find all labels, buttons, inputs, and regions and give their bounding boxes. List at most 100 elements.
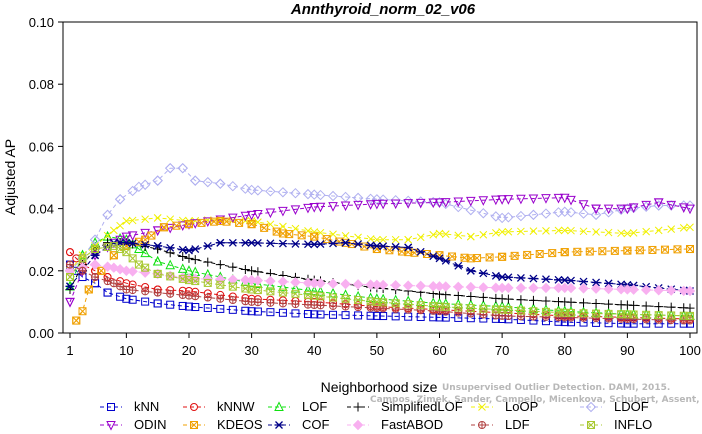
data-point [485,253,494,262]
data-point [353,200,363,211]
data-point [177,221,188,232]
data-point [278,281,288,292]
data-point [592,228,600,236]
data-point [629,310,638,319]
legend-label: LDF [505,417,530,432]
data-point [440,281,451,292]
data-point [666,200,677,211]
data-point [266,287,275,296]
data-point [89,259,101,270]
data-point [397,247,406,256]
data-point [328,287,338,298]
chart-title: Annthyroid_norm_02_v06 [290,1,476,18]
data-point [578,208,589,219]
data-point [617,310,626,319]
data-point [628,284,639,295]
data-point [535,250,544,259]
data-point [591,278,601,287]
data-point [466,291,476,301]
data-point [548,249,557,258]
data-point [253,239,263,247]
data-point [265,279,276,290]
data-point [429,230,438,239]
data-point [297,231,306,240]
x-tick-label: 70 [495,343,509,358]
data-point [642,315,651,324]
data-point [328,239,338,248]
data-point [590,209,602,221]
legend-marker [274,421,284,429]
data-point [116,282,125,291]
data-point [252,185,264,196]
data-point [653,200,664,211]
data-point [227,274,239,285]
data-point [372,311,381,320]
data-point [72,316,81,325]
data-point [497,195,507,205]
data-point [241,297,250,306]
series-line [69,167,690,272]
data-point [541,296,551,306]
data-point [114,194,126,205]
data-point [328,202,338,212]
data-point [391,235,400,244]
y-tick-label: 0.10 [29,15,54,30]
series-fastabod [64,259,696,297]
data-point [116,221,124,230]
data-point [178,291,187,300]
x-tick-label: 100 [679,343,701,358]
legend-item-inflo: INFLO [580,417,652,432]
data-point [122,217,131,225]
data-point [290,283,301,293]
legend-marker [585,401,597,413]
x-axis-title: Neighborhood size [321,379,438,395]
data-point [277,187,289,198]
data-point [166,272,175,281]
data-point [203,241,213,250]
data-point [667,316,676,325]
data-point [435,229,444,238]
data-point [310,232,319,241]
data-point [216,304,225,313]
data-point [554,226,563,235]
data-point [122,294,131,303]
data-point [504,227,513,236]
data-point [453,201,464,213]
data-point [579,309,588,318]
data-point [228,305,237,314]
data-point [285,230,294,239]
data-point [191,277,200,286]
legend-label: LoOP [505,399,538,414]
data-point [303,291,312,300]
data-point [654,315,663,324]
x-tick-label: 80 [558,343,572,358]
data-point [84,285,93,294]
legend-item-odin: ODIN [100,417,167,432]
data-point [515,210,527,222]
data-point [141,263,150,272]
data-point [466,266,476,275]
data-point [116,245,125,254]
data-point [253,298,262,307]
data-point [479,304,488,313]
data-point [622,204,633,215]
data-point [686,245,694,254]
data-point [354,296,363,305]
data-point [128,254,137,263]
data-point [416,233,425,242]
data-point [391,242,401,251]
data-point [416,247,426,256]
y-tick-label: 0.00 [29,326,54,341]
data-point [247,266,257,276]
data-point [579,298,589,308]
data-point [340,278,351,290]
data-point [516,306,525,315]
data-point [215,274,226,285]
data-point [341,311,350,320]
data-point [642,227,651,236]
data-point [573,247,582,256]
data-point [554,313,563,322]
legend-label: LDOF [614,399,649,414]
data-point [354,311,363,320]
data-point [553,207,564,218]
